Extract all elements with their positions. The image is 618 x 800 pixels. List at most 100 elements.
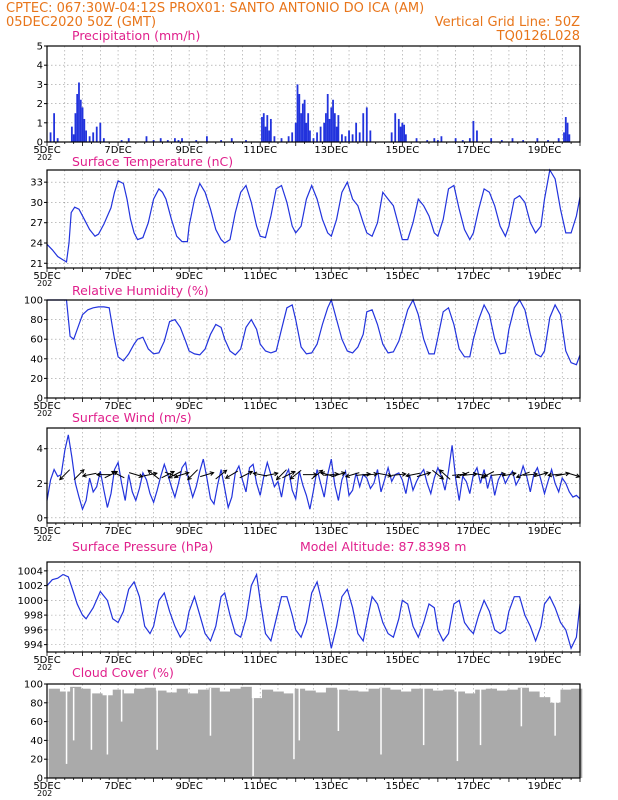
wind-vector xyxy=(73,468,85,480)
wind-vector xyxy=(344,472,360,478)
wind-vector-shaft xyxy=(416,472,431,478)
wind-vector-head xyxy=(275,475,281,481)
precip-xtick-label: 9DEC xyxy=(175,145,202,156)
pres-xtick-label: 17DEC xyxy=(457,655,491,666)
precip-bar xyxy=(230,138,233,142)
cloud-bar xyxy=(496,690,508,778)
precip-bar xyxy=(99,122,102,142)
temp-xtick-label: 9DEC xyxy=(175,271,202,282)
precip-bar xyxy=(568,134,571,142)
cloud-xtick-label: 17DEC xyxy=(457,781,491,792)
cloud-bar xyxy=(517,687,529,778)
cloud-bar xyxy=(240,686,252,778)
precip-bar xyxy=(273,136,276,142)
wind-vector-head xyxy=(373,471,379,477)
precip-bar xyxy=(294,122,297,142)
wind-vector-shaft xyxy=(481,471,495,479)
wind-vector xyxy=(363,471,379,477)
pres-series-line xyxy=(46,572,581,650)
wind-vector-shaft xyxy=(331,472,346,478)
wind-ytick-label: 2 xyxy=(37,479,43,490)
cloud-bar xyxy=(379,687,391,778)
cloud-bar xyxy=(336,689,348,778)
wind-vector xyxy=(438,469,451,480)
wind-vector-head xyxy=(252,471,258,477)
precip-bar xyxy=(468,138,471,142)
precip-bar xyxy=(268,130,270,142)
cloud-xtick-label: 5DEC xyxy=(33,781,60,792)
precip-bar xyxy=(307,113,310,142)
wind-vector-shaft xyxy=(187,469,198,480)
wind-vector xyxy=(275,469,287,481)
wind-vector-head xyxy=(186,475,192,481)
precip-bar xyxy=(195,140,198,142)
wind-vector-shaft xyxy=(377,472,392,477)
wind-vector-head xyxy=(439,475,445,480)
cloud-bar xyxy=(48,688,60,778)
precip-bar xyxy=(415,138,418,142)
precip-xtick-label: 7DEC xyxy=(104,145,131,156)
pres-panel: Surface Pressure (hPa) Model Altitude: 87… xyxy=(18,539,581,672)
temp-ytick-label: 24 xyxy=(30,238,43,249)
cloud-xtick-label: 15DEC xyxy=(385,781,419,792)
cloud-bar xyxy=(112,689,124,778)
wind-vector xyxy=(566,472,581,478)
precip-bar xyxy=(325,113,327,142)
precip-bar xyxy=(309,130,311,142)
wind-vector-head xyxy=(320,471,326,476)
wind-vector-shaft xyxy=(82,472,97,477)
wind-ytick-label: 0 xyxy=(37,513,43,524)
precip-bar xyxy=(401,122,404,142)
precip-bar xyxy=(152,140,155,142)
cloud-ytick-label: 80 xyxy=(30,698,43,709)
precip-bar xyxy=(245,140,247,142)
pres-xtick-label: 15DEC xyxy=(385,655,419,666)
wind-vector xyxy=(282,470,296,479)
precip-bar xyxy=(440,136,443,142)
wind-vector xyxy=(289,469,302,480)
wind-vector-shaft xyxy=(566,472,580,478)
temp-panel: Surface Temperature (nC) 21 24 27 30 33 5DEC 7D… xyxy=(30,154,581,288)
wind-title: Surface Wind (m/s) xyxy=(72,410,192,425)
precip-bar xyxy=(206,136,208,142)
cloud-bar xyxy=(528,691,540,778)
wind-vector-shaft xyxy=(200,472,214,478)
wind-vector-head xyxy=(289,475,295,480)
wind-vector xyxy=(110,470,125,479)
wind-vector-head xyxy=(81,473,87,478)
wind-vector-head xyxy=(426,471,432,476)
precip-year-label: 202 xyxy=(37,153,52,162)
precip-bar xyxy=(159,138,162,142)
cloud-bar xyxy=(272,691,284,778)
wind-vector-shaft xyxy=(534,472,548,478)
precip-bar xyxy=(404,134,407,142)
rh-ytick-label: 40 xyxy=(30,354,43,365)
pres-xtick-label: 19DEC xyxy=(528,655,562,666)
wind-vector xyxy=(81,472,97,478)
wind-vector-head xyxy=(290,470,296,476)
precip-bar xyxy=(177,140,180,142)
precip-bar xyxy=(305,122,308,142)
wind-vector-shaft xyxy=(161,471,175,479)
precip-bar xyxy=(145,136,148,142)
temp-title: Surface Temperature (nC) xyxy=(72,154,233,169)
precip-panel: Precipitation (mm/h) 0 1 2 3 4 5 5DEC 7DEC 9DEC 11… xyxy=(33,28,581,162)
precip-bar xyxy=(399,126,402,142)
wind-xtick-label: 5DEC xyxy=(33,526,60,537)
wind-vector-head xyxy=(138,473,144,478)
wind-vector-shaft xyxy=(491,473,506,476)
rh-ytick-label: 100 xyxy=(24,296,43,307)
cloud-bar xyxy=(144,687,156,778)
wind-vector-head xyxy=(248,470,254,476)
wind-vector-shaft xyxy=(263,472,278,477)
wind-vector-shaft xyxy=(111,471,125,479)
rh-title: Relative Humidity (%) xyxy=(72,283,209,298)
wind-vector-shaft xyxy=(356,473,371,476)
temp-ytick-label: 27 xyxy=(30,218,43,229)
pres-ytick-label: 996 xyxy=(24,625,43,636)
precip-bar xyxy=(563,132,565,142)
wind-vector xyxy=(59,469,71,481)
rh-panel: Relative Humidity (%) 0 20 40 60 80 100 5DEC 7DE… xyxy=(24,283,581,418)
precip-ytick-label: 0 xyxy=(37,138,43,149)
wind-vector-shaft xyxy=(147,469,160,480)
